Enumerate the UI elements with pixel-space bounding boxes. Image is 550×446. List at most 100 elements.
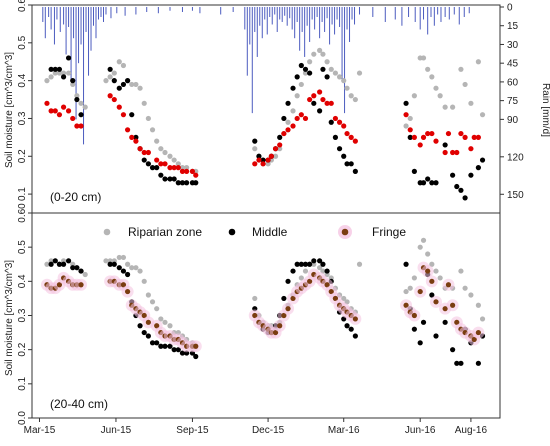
data-point-riparian-zone (433, 85, 439, 91)
data-point-middle (260, 157, 266, 163)
y-tick-label: 0.3 (17, 111, 28, 125)
data-point-riparian-zone (411, 93, 417, 99)
data-point-fringe (268, 153, 275, 159)
data-point-riparian-zone (298, 275, 304, 281)
data-point-riparian-zone (60, 70, 67, 76)
data-point-fringe (171, 165, 177, 171)
data-point-riparian-zone (116, 254, 122, 261)
data-point-fringe (260, 161, 266, 167)
data-point-middle (171, 176, 177, 182)
data-point-riparian-zone (145, 292, 151, 298)
data-point-middle (468, 172, 474, 178)
data-point-middle (285, 278, 291, 284)
data-point-middle (317, 108, 323, 114)
data-point-riparian-zone (307, 59, 313, 65)
data-point-riparian-zone (272, 153, 279, 159)
data-point-middle (285, 100, 291, 106)
data-point-fringe (317, 89, 323, 95)
data-point-middle (307, 261, 313, 267)
data-point-middle (429, 292, 435, 298)
data-point-fringe (133, 138, 139, 144)
data-point-fringe (324, 100, 330, 106)
legend-label-riparian: Riparian zone (128, 225, 202, 239)
data-point-middle (458, 360, 464, 366)
data-point-middle (411, 168, 417, 174)
data-point-middle (141, 157, 147, 163)
data-point-riparian-zone (48, 74, 54, 80)
data-point-riparian-zone (184, 165, 190, 171)
data-point-fringe (129, 134, 135, 140)
data-point-riparian-zone (116, 59, 122, 65)
data-point-fringe (162, 161, 168, 167)
data-point-fringe (425, 268, 431, 274)
data-point-middle (175, 180, 181, 186)
data-point-fringe (407, 127, 413, 133)
data-point-riparian-zone (65, 70, 72, 76)
data-point-middle (324, 74, 330, 80)
data-point-riparian-zone (149, 299, 156, 305)
data-point-middle (116, 265, 122, 271)
x-tick-label: Mar-16 (328, 425, 360, 436)
data-point-middle (454, 360, 460, 366)
data-point-riparian-zone (82, 271, 88, 278)
data-point-middle (193, 353, 199, 360)
data-point-middle (302, 261, 309, 267)
panel-label-top: (0-20 cm) (50, 190, 101, 204)
data-point-riparian-zone (479, 112, 486, 118)
data-point-riparian-zone (341, 78, 347, 84)
legend-label-fringe: Fringe (372, 225, 406, 239)
data-point-riparian-zone (294, 93, 300, 99)
data-point-middle (52, 258, 58, 264)
data-point-middle (311, 100, 317, 106)
y-tick-label: 0.0 (17, 411, 28, 425)
data-point-fringe (475, 134, 481, 140)
data-point-riparian-zone (111, 70, 117, 76)
data-point-fringe (433, 299, 439, 305)
rain-tick-label: 90 (507, 115, 519, 126)
data-point-middle (281, 295, 287, 302)
panel-bottom-y-ticks: 0.0 0.1 0.2 0.3 0.4 0.5 0.60 (17, 203, 32, 425)
data-point-riparian-zone (462, 81, 468, 88)
data-point-riparian-zone (420, 237, 427, 243)
data-point-middle (56, 261, 63, 267)
data-point-middle (341, 153, 347, 159)
data-point-middle (154, 340, 160, 346)
data-point-middle (111, 78, 117, 84)
data-point-middle (344, 161, 350, 167)
data-point-fringe (285, 306, 291, 312)
data-point-middle (420, 180, 427, 186)
data-point-riparian-zone (450, 104, 456, 110)
data-point-riparian-zone (44, 78, 50, 84)
data-point-riparian-zone (298, 81, 304, 88)
data-point-riparian-zone (437, 93, 443, 99)
data-point-middle (74, 96, 80, 103)
data-point-middle (184, 180, 190, 186)
data-point-riparian-zone (103, 78, 109, 84)
data-point-middle (311, 258, 317, 264)
data-point-middle (336, 146, 343, 152)
data-point-riparian-zone (458, 268, 464, 274)
data-point-fringe (141, 149, 147, 156)
data-point-fringe (137, 146, 143, 152)
data-point-riparian-zone (407, 115, 413, 122)
y-tick-label: 0.1 (17, 187, 28, 201)
data-point-riparian-zone (320, 51, 326, 57)
data-point-fringe (302, 115, 309, 122)
data-point-middle (149, 165, 156, 171)
data-point-middle (175, 347, 181, 353)
data-point-middle (407, 134, 413, 140)
data-point-fringe (442, 306, 448, 312)
data-point-fringe (445, 282, 452, 288)
y-tick-label: 0.2 (17, 342, 28, 356)
data-point-middle (324, 268, 330, 274)
x-axis: Mar-15 Jun-15 Sep-15 Dec-15 Mar-16 Jun-16 Aug-… (24, 418, 487, 436)
data-point-middle (352, 168, 358, 174)
data-point-fringe (56, 112, 63, 118)
data-point-fringe (189, 168, 196, 174)
data-point-fringe (290, 123, 296, 129)
data-point-fringe (111, 96, 117, 103)
data-point-riparian-zone (324, 59, 330, 65)
y-tick-label: 0.6 (17, 0, 28, 12)
data-point-riparian-zone (133, 81, 139, 88)
data-point-riparian-zone (328, 66, 334, 72)
